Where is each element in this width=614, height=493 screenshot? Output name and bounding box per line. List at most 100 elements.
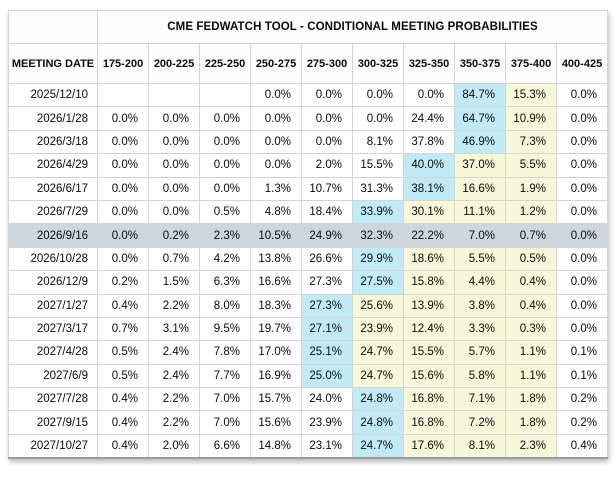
probability-cell: 15.3% — [505, 82, 557, 108]
probability-cell: 0.0% — [352, 82, 404, 108]
probability-cell: 2.2% — [148, 410, 200, 435]
conditional-meeting-probabilities-table: CME FEDWATCH TOOL - CONDITIONAL MEETING … — [8, 10, 608, 459]
table-row[interactable]: 2027/3/17 0.7% 3.1% 9.5% 19.7% 27.1% 23.9% 12.4… — [8, 316, 608, 342]
meeting-date-cell: 2027/4/28 — [8, 340, 98, 365]
table-row[interactable]: 2027/7/28 0.4% 2.2% 7.0% 15.7% 24.0% 24.8% 16.8… — [8, 387, 608, 412]
probability-cell: 7.1% — [454, 387, 506, 412]
probability-cell: 0.0% — [148, 199, 200, 225]
probability-cell: 0.0% — [199, 106, 251, 131]
probability-cell: 16.8% — [403, 387, 455, 412]
probability-cell: 0.2% — [556, 387, 608, 412]
probability-cell: 7.0% — [454, 223, 506, 248]
probability-cell: 4.2% — [199, 246, 251, 272]
probability-cell: 5.7% — [454, 340, 506, 365]
probability-cell: 15.5% — [403, 340, 455, 365]
probability-cell: 1.5% — [148, 270, 200, 295]
probability-cell: 1.9% — [505, 176, 557, 201]
table-row[interactable]: 2026/1/28 0.0% 0.0% 0.0% 0.0% 0.0% 0.0% 24.4% 64… — [8, 106, 608, 131]
probability-cell: 15.5% — [352, 153, 404, 178]
probability-cell: 0.0% — [250, 106, 302, 131]
rate-range-header: 225-250 — [199, 43, 251, 84]
probability-cell: 30.1% — [403, 199, 455, 225]
probability-cell: 0.4% — [97, 293, 149, 318]
probability-cell: 0.0% — [556, 293, 608, 318]
probability-cell: 10.7% — [301, 176, 353, 201]
probability-cell: 0.4% — [97, 387, 149, 412]
probability-cell: 0.0% — [97, 176, 149, 201]
probability-cell: 2.4% — [148, 340, 200, 365]
probability-cell: 0.0% — [352, 106, 404, 131]
probability-cell: 0.0% — [97, 223, 149, 248]
probability-cell: 24.7% — [352, 363, 404, 389]
probability-cell: 0.4% — [505, 293, 557, 318]
probability-cell: 24.8% — [352, 387, 404, 412]
table-row[interactable]: 2026/6/17 0.0% 0.0% 0.0% 1.3% 10.7% 31.3% 38.1%… — [8, 176, 608, 201]
probability-cell: 0.0% — [199, 153, 251, 178]
table-row[interactable]: 2026/9/16 0.0% 0.2% 2.3% 10.5% 24.9% 32.3% 22.2… — [8, 223, 608, 248]
probability-cell: 3.8% — [454, 293, 506, 318]
probability-cell: 24.4% — [403, 106, 455, 131]
table-row[interactable]: 2026/12/9 0.2% 1.5% 6.3% 16.6% 27.3% 27.5% 15.8… — [8, 270, 608, 295]
probability-cell: 25.0% — [301, 363, 353, 389]
probability-cell: 24.9% — [301, 223, 353, 248]
rate-range-header: 325-350 — [403, 43, 455, 84]
probability-cell: 2.2% — [148, 293, 200, 318]
meeting-date-cell: 2026/6/17 — [8, 176, 98, 201]
probability-cell: 0.0% — [250, 153, 302, 178]
probability-cell: 18.3% — [250, 293, 302, 318]
probability-cell: 0.0% — [556, 153, 608, 178]
meeting-date-cell: 2026/10/28 — [8, 246, 98, 272]
probability-cell: 0.0% — [97, 106, 149, 131]
rate-range-header: 300-325 — [352, 43, 404, 84]
table-row[interactable]: 2026/4/29 0.0% 0.0% 0.0% 0.0% 2.0% 15.5% 40.0% 3… — [8, 153, 608, 178]
probability-cell: 37.0% — [454, 153, 506, 178]
probability-cell — [97, 82, 149, 108]
probability-cell: 38.1% — [403, 176, 455, 201]
probability-cell: 22.2% — [403, 223, 455, 248]
probability-cell: 27.5% — [352, 270, 404, 295]
probability-cell: 5.8% — [454, 363, 506, 389]
table-row[interactable]: 2025/12/10 0.0% 0.0% 0.0% 0.0% 84.7% 15.3% 0.0% — [8, 82, 608, 108]
probability-cell: 2.0% — [148, 433, 200, 459]
probability-cell: 23.9% — [352, 316, 404, 342]
table-row[interactable]: 2027/9/15 0.4% 2.2% 7.0% 15.6% 23.9% 24.8% 16.8… — [8, 410, 608, 435]
probability-cell: 5.5% — [505, 153, 557, 178]
meeting-date-cell: 2026/4/29 — [8, 153, 98, 178]
probability-cell: 0.0% — [301, 82, 353, 108]
table-row[interactable]: 2026/10/28 0.0% 0.7% 4.2% 13.8% 26.6% 29.9% 18.… — [8, 246, 608, 272]
rate-range-header: 250-275 — [250, 43, 302, 84]
probability-cell: 31.3% — [352, 176, 404, 201]
table-row[interactable]: 2027/1/27 0.4% 2.2% 8.0% 18.3% 27.3% 25.6% 13.9… — [8, 293, 608, 318]
meeting-date-cell: 2026/12/9 — [8, 270, 98, 295]
table-row[interactable]: 2027/4/28 0.5% 2.4% 7.8% 17.0% 25.1% 24.7% 15.5… — [8, 340, 608, 365]
probability-cell: 24.7% — [352, 340, 404, 365]
table-row[interactable]: 2027/6/9 0.5% 2.4% 7.7% 16.9% 25.0% 24.7% 15.6%… — [8, 363, 608, 389]
probability-cell: 1.2% — [505, 199, 557, 225]
probability-cell: 0.0% — [250, 129, 302, 155]
table-row[interactable]: 2026/7/29 0.0% 0.0% 0.5% 4.8% 18.4% 33.9% 30.1%… — [8, 199, 608, 225]
probability-cell: 10.9% — [505, 106, 557, 131]
probability-cell: 15.6% — [403, 363, 455, 389]
rate-range-header: 400-425 — [556, 43, 608, 84]
probability-cell: 0.0% — [97, 153, 149, 178]
meeting-date-cell: 2027/3/17 — [8, 316, 98, 342]
probability-cell: 5.5% — [454, 246, 506, 272]
meeting-date-cell: 2027/10/27 — [8, 433, 98, 459]
probability-cell: 27.1% — [301, 316, 353, 342]
table-row[interactable]: 2027/10/27 0.4% 2.0% 6.6% 14.8% 23.1% 24.7% 17.… — [8, 433, 608, 459]
probability-cell: 2.3% — [199, 223, 251, 248]
table-row[interactable]: 2026/3/18 0.0% 0.0% 0.0% 0.0% 0.0% 8.1% 37.8% 46… — [8, 129, 608, 155]
probability-cell: 0.0% — [97, 129, 149, 155]
corner-cell — [8, 10, 98, 44]
probability-cell: 8.1% — [352, 129, 404, 155]
meeting-date-cell: 2027/7/28 — [8, 387, 98, 412]
probability-cell: 0.0% — [97, 246, 149, 272]
probability-cell: 0.0% — [556, 82, 608, 108]
probability-cell: 0.1% — [556, 363, 608, 389]
meeting-date-cell: 2027/1/27 — [8, 293, 98, 318]
probability-cell: 0.5% — [97, 363, 149, 389]
probability-cell: 0.0% — [556, 176, 608, 201]
probability-cell: 40.0% — [403, 153, 455, 178]
probability-cell: 6.6% — [199, 433, 251, 459]
probability-cell: 4.4% — [454, 270, 506, 295]
